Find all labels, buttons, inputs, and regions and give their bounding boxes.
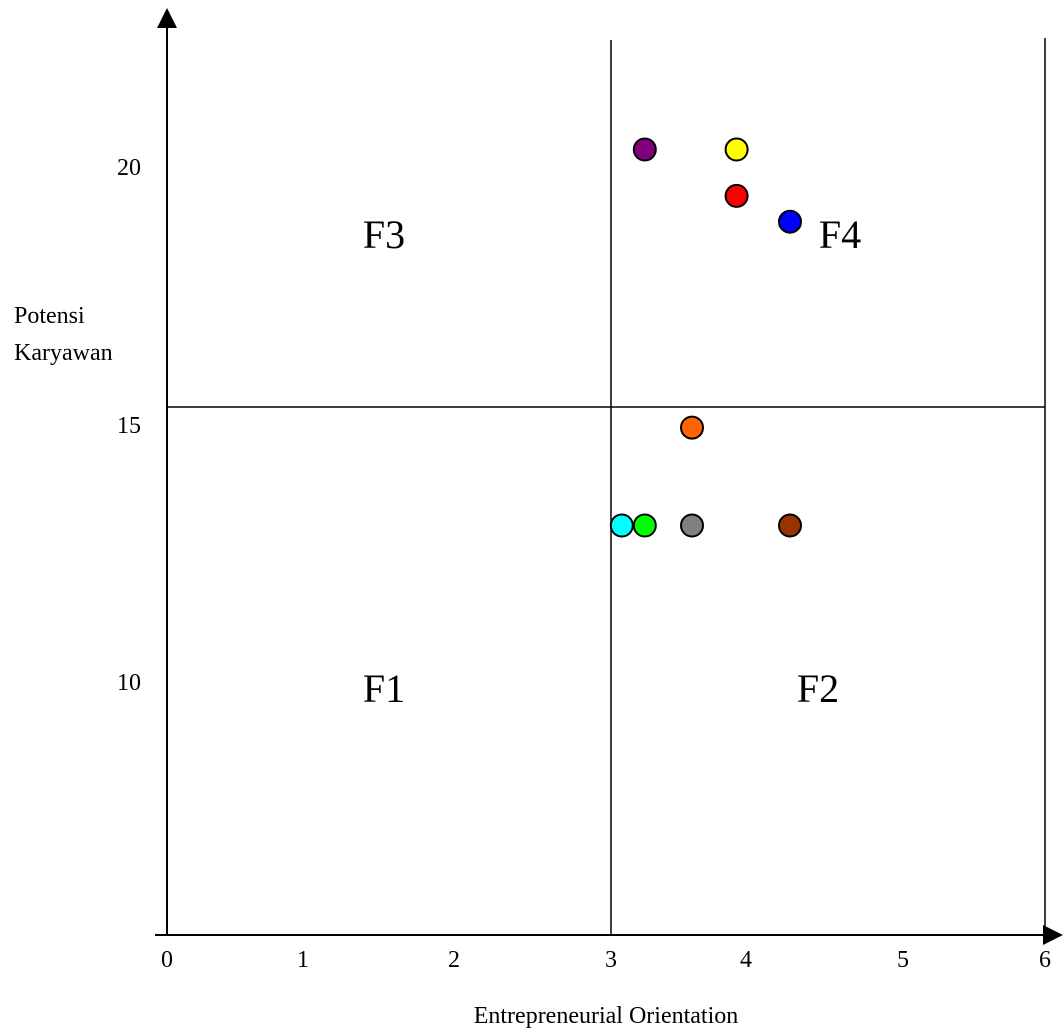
quadrant-label-f1: F1	[363, 666, 405, 711]
data-points	[609, 137, 802, 538]
x-tick-label: 2	[448, 947, 460, 973]
x-tick-label: 6	[1039, 947, 1051, 973]
data-point	[680, 415, 704, 440]
x-tick-label: 3	[605, 947, 617, 973]
y-axis-title-line-1: Potensi	[14, 303, 85, 329]
x-tick-label: 5	[897, 947, 909, 973]
x-tick-label: 4	[740, 947, 752, 973]
data-point	[680, 513, 704, 538]
quadrant-label-f2: F2	[797, 666, 839, 711]
y-tick-labels: 10 15 20	[117, 155, 141, 696]
quadrant-label-f4: F4	[819, 212, 861, 257]
data-point	[724, 183, 749, 208]
x-tick-labels: 0 1 2 3 4 5 6	[161, 947, 1051, 973]
x-tick-label: 0	[161, 947, 173, 973]
quadrant-label-f3: F3	[363, 212, 405, 257]
data-point	[724, 137, 749, 162]
data-point	[632, 513, 657, 538]
y-tick-label: 20	[117, 155, 141, 181]
y-tick-label: 15	[117, 413, 141, 439]
data-point	[778, 513, 802, 538]
data-point	[609, 513, 634, 538]
y-axis-title-line-2: Karyawan	[14, 340, 113, 366]
y-tick-label: 10	[117, 670, 141, 696]
x-tick-label: 1	[297, 947, 309, 973]
data-point	[778, 209, 802, 234]
data-point	[632, 137, 657, 162]
x-axis-title: Entrepreneurial Orientation	[474, 1003, 739, 1029]
